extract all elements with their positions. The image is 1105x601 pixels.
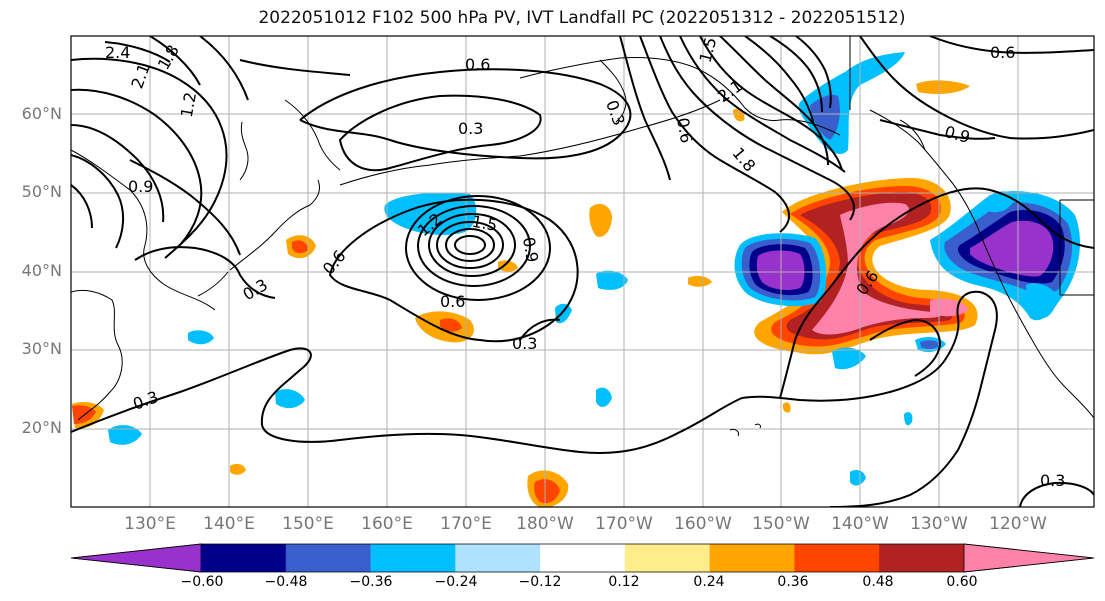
lat-label: 40°N <box>21 261 62 280</box>
lon-label: 120°W <box>989 514 1047 534</box>
lon-label: 140°E <box>203 514 255 534</box>
colorbar-tick-label: −0.48 <box>264 574 308 590</box>
colorbar-tick-label: 0.60 <box>946 574 978 590</box>
map-title: 2022051012 F102 500 hPa PV, IVT Landfall… <box>258 8 906 28</box>
lon-label: 170°W <box>595 514 653 534</box>
lon-label: 180°W <box>516 514 574 534</box>
colorbar-segment <box>455 544 541 572</box>
coastlines <box>71 36 1094 437</box>
colorbar-tick-label: 0.36 <box>777 574 809 590</box>
colorbar-segment <box>794 544 880 572</box>
colorbar-segment <box>285 544 372 572</box>
pv-contours <box>71 36 1094 507</box>
contour-label: 0.3 <box>458 119 483 138</box>
contour-label: 2.4 <box>105 43 130 62</box>
colorbar <box>70 543 1095 573</box>
colorbar-segment <box>624 544 711 572</box>
contour-label: 0.3 <box>1040 471 1065 490</box>
colorbar-segment <box>709 544 795 572</box>
lon-label: 130°E <box>124 514 176 534</box>
colorbar-tick-label: 0.24 <box>693 574 725 590</box>
contour-label: 1.5 <box>470 212 498 235</box>
colorbar-tick-label: −0.12 <box>518 574 562 590</box>
contour-label: 0.6 <box>440 292 465 311</box>
colorbar-extend-max <box>963 543 1095 573</box>
colorbar-tick-label: 0.12 <box>608 574 640 590</box>
colorbar-segment <box>201 544 287 572</box>
contour-label: 1.2 <box>177 91 200 119</box>
lat-label: 30°N <box>21 339 62 358</box>
colorbar-frame <box>70 543 1095 573</box>
contour-label: 0.3 <box>512 334 537 353</box>
colorbar-tick-label: 0.48 <box>862 574 894 590</box>
contour-label: 0.9 <box>128 177 153 196</box>
colorbar-tick-label: −0.60 <box>180 574 224 590</box>
contour-label: 0.6 <box>990 43 1015 62</box>
lat-label: 50°N <box>21 182 62 201</box>
contour-label: 0.6 <box>465 55 490 74</box>
colorbar-extend-min <box>70 543 202 573</box>
colorbar-tick-label: −0.36 <box>349 574 393 590</box>
contour-label: 0.9 <box>519 236 542 264</box>
lon-label: 170°E <box>440 514 492 534</box>
colorbar-segment <box>879 544 965 572</box>
lon-label: 130°W <box>910 514 968 534</box>
lat-label: 60°N <box>21 104 62 123</box>
lon-label: 140°W <box>831 514 889 534</box>
colorbar-segment <box>370 544 456 572</box>
lon-label: 150°E <box>282 514 334 534</box>
lon-label: 150°W <box>752 514 810 534</box>
colorbar-tick-label: −0.24 <box>434 574 478 590</box>
map-frame <box>70 35 1095 508</box>
lat-label: 20°N <box>21 418 62 437</box>
lon-label: 160°W <box>674 514 732 534</box>
colorbar-segment <box>540 544 626 572</box>
lon-label: 160°E <box>361 514 413 534</box>
contour-label: 0.6 <box>673 116 696 144</box>
